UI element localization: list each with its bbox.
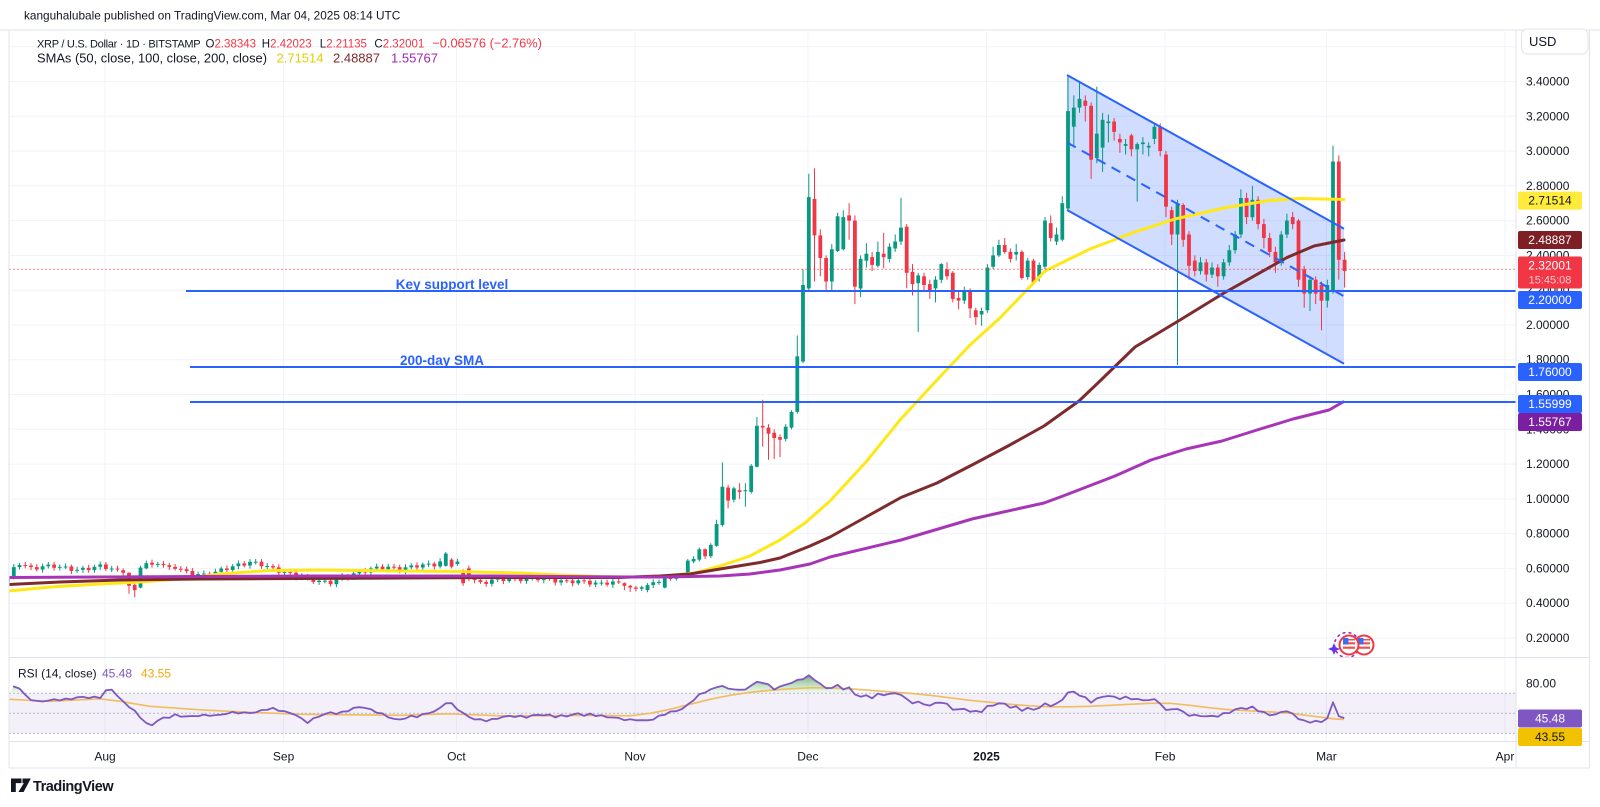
svg-text:2.71514: 2.71514 xyxy=(277,51,324,66)
svg-text:Apr: Apr xyxy=(1496,750,1515,764)
svg-text:USD: USD xyxy=(1529,34,1556,49)
svg-text:−0.06576 (−2.76%): −0.06576 (−2.76%) xyxy=(432,36,542,51)
svg-text:1.55767: 1.55767 xyxy=(391,51,438,66)
svg-text:kanguhalubale published on Tra: kanguhalubale published on TradingView.c… xyxy=(24,9,401,23)
svg-text:0.60000: 0.60000 xyxy=(1526,561,1570,575)
svg-text:43.55: 43.55 xyxy=(141,667,171,681)
svg-text:TradingView: TradingView xyxy=(33,779,114,795)
svg-text:15:45:08: 15:45:08 xyxy=(1529,275,1572,287)
svg-text:2.48887: 2.48887 xyxy=(333,51,380,66)
svg-text:2.80000: 2.80000 xyxy=(1526,179,1570,193)
svg-text:45.48: 45.48 xyxy=(102,667,132,681)
svg-text:45.48: 45.48 xyxy=(1535,712,1565,726)
svg-text:3.00000: 3.00000 xyxy=(1526,144,1570,158)
svg-text:O2.38343: O2.38343 xyxy=(206,39,257,51)
svg-text:2025: 2025 xyxy=(973,750,1000,764)
svg-text:3.40000: 3.40000 xyxy=(1526,75,1570,89)
svg-text:3.20000: 3.20000 xyxy=(1526,109,1570,123)
svg-text:2.71514: 2.71514 xyxy=(1528,194,1572,208)
svg-text:2.60000: 2.60000 xyxy=(1526,214,1570,228)
svg-text:Oct: Oct xyxy=(447,750,466,764)
svg-text:2.32001: 2.32001 xyxy=(1528,259,1572,273)
svg-text:200-day SMA: 200-day SMA xyxy=(400,353,484,368)
svg-text:1.55999: 1.55999 xyxy=(1528,397,1572,411)
svg-text:1.00000: 1.00000 xyxy=(1526,492,1570,506)
svg-text:Nov: Nov xyxy=(624,750,645,764)
svg-text:C2.32001: C2.32001 xyxy=(374,39,424,51)
svg-text:Sep: Sep xyxy=(273,750,295,764)
svg-text:Key support level: Key support level xyxy=(396,277,509,292)
svg-text:Dec: Dec xyxy=(797,750,818,764)
svg-text:Feb: Feb xyxy=(1155,750,1176,764)
svg-text:2.48887: 2.48887 xyxy=(1528,233,1572,247)
svg-text:RSI (14, close): RSI (14, close) xyxy=(18,667,97,681)
svg-text:L2.21135: L2.21135 xyxy=(320,39,367,51)
svg-text:43.55: 43.55 xyxy=(1535,730,1565,744)
svg-text:H2.42023: H2.42023 xyxy=(262,39,312,51)
svg-text:Mar: Mar xyxy=(1316,750,1337,764)
svg-text:2.20000: 2.20000 xyxy=(1528,293,1572,307)
svg-text:Aug: Aug xyxy=(94,750,115,764)
svg-text:SMAs (50, close, 100, close, 2: SMAs (50, close, 100, close, 200, close) xyxy=(37,51,267,66)
svg-text:0.80000: 0.80000 xyxy=(1526,527,1570,541)
svg-text:1.55767: 1.55767 xyxy=(1528,415,1572,429)
svg-text:0.20000: 0.20000 xyxy=(1526,631,1570,645)
svg-text:0.40000: 0.40000 xyxy=(1526,596,1570,610)
svg-text:80.00: 80.00 xyxy=(1526,676,1556,690)
svg-text:1.20000: 1.20000 xyxy=(1526,457,1570,471)
svg-text:2.00000: 2.00000 xyxy=(1526,318,1570,332)
svg-text:XRP / U.S. Dollar · 1D · BITST: XRP / U.S. Dollar · 1D · BITSTAMP xyxy=(37,39,200,51)
svg-text:1.76000: 1.76000 xyxy=(1528,365,1572,379)
